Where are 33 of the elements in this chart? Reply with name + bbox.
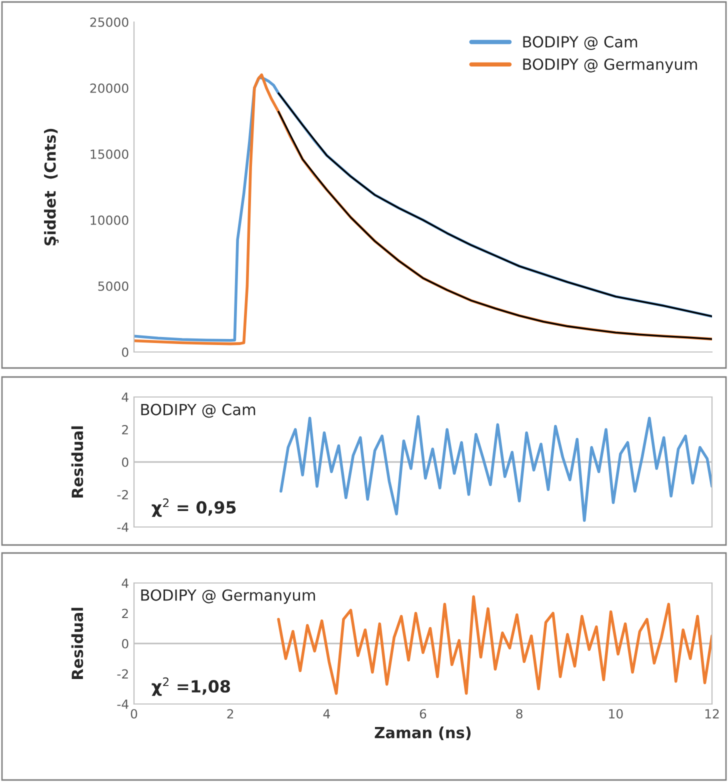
annotation: BODIPY @ Germanyum (141, 589, 315, 604)
y-tick-label: 10000 (90, 215, 128, 225)
y-tick-label: 15000 (90, 149, 128, 159)
annotation: χ$^{2}$ = 0,95 (152, 498, 236, 517)
annotation: χ$^{2}$ =1,08 (152, 677, 230, 696)
x-tick-label: 8 (516, 709, 522, 719)
y-tick-label: 2 (122, 608, 128, 618)
y-tick-label: 20000 (90, 83, 128, 93)
y-tick-label: 25000 (90, 17, 128, 27)
y-tick-label: 2 (122, 424, 128, 434)
legend-label: BODIPY @ Germanyum (523, 58, 697, 73)
y-tick-label: 4 (122, 392, 128, 402)
y-tick-label: 5000 (98, 281, 128, 291)
y-tick-label: -4 (117, 700, 128, 709)
x-axis-title: Zaman (ns) (374, 726, 471, 740)
y-tick-label: -2 (117, 490, 128, 500)
y-axis-title: Residual (71, 608, 84, 680)
x-tick-label: 0 (130, 709, 138, 719)
y-tick-label: 0 (122, 457, 128, 467)
y-tick-label: 0 (122, 347, 128, 357)
x-tick-label: 4 (323, 709, 330, 718)
x-tick-label: 2 (227, 709, 234, 718)
y-tick-label: -2 (117, 669, 128, 678)
y-axis-title: Şiddet (Cnts) (44, 128, 59, 246)
y-tick-label: 4 (122, 578, 128, 588)
x-tick-label: 6 (420, 709, 426, 719)
x-tick-label: 12 (705, 709, 719, 718)
y-axis-title: Residual (71, 426, 84, 498)
x-tick-label: 10 (609, 709, 623, 719)
legend-label: BODIPY @ Cam (523, 36, 638, 50)
annotation: BODIPY @ Cam (141, 404, 256, 418)
y-tick-label: 0 (122, 638, 128, 648)
y-tick-label: -4 (117, 522, 128, 532)
